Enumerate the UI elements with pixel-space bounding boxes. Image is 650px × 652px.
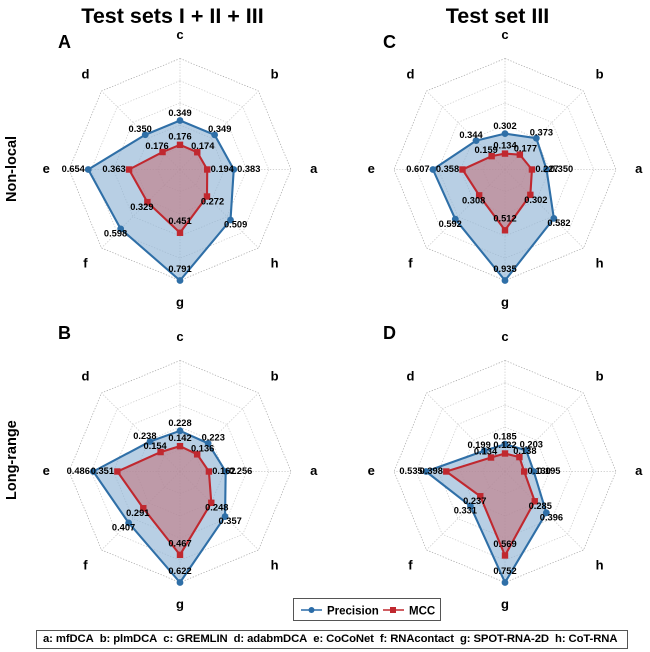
svg-text:h: h: [596, 256, 604, 271]
svg-text:e: e: [43, 161, 50, 176]
svg-text:0.451: 0.451: [168, 216, 191, 226]
svg-text:0.177: 0.177: [514, 144, 537, 154]
svg-text:0.350: 0.350: [129, 124, 152, 134]
svg-text:0.358: 0.358: [436, 164, 459, 174]
svg-text:0.291: 0.291: [126, 508, 149, 518]
svg-text:0.752: 0.752: [493, 566, 516, 576]
svg-text:0.130: 0.130: [528, 466, 551, 476]
svg-text:b: b: [596, 66, 604, 81]
svg-text:g: g: [501, 597, 509, 612]
svg-text:0.592: 0.592: [439, 219, 462, 229]
svg-text:0.396: 0.396: [540, 512, 563, 522]
svg-text:a: a: [310, 161, 318, 176]
svg-text:c: c: [501, 27, 508, 42]
svg-text:g: g: [501, 295, 509, 310]
svg-text:0.248: 0.248: [205, 503, 228, 513]
svg-text:f: f: [408, 256, 413, 271]
svg-text:0.622: 0.622: [168, 566, 191, 576]
svg-text:0.154: 0.154: [143, 441, 167, 451]
svg-text:h: h: [596, 558, 604, 573]
svg-text:d: d: [81, 368, 89, 383]
svg-text:0.142: 0.142: [168, 433, 191, 443]
svg-text:a: a: [635, 161, 643, 176]
svg-text:f: f: [83, 256, 88, 271]
svg-text:0.344: 0.344: [459, 130, 483, 140]
svg-text:0.302: 0.302: [493, 121, 516, 131]
svg-text:0.237: 0.237: [463, 496, 486, 506]
svg-text:c: c: [501, 329, 508, 344]
svg-text:0.509: 0.509: [224, 220, 247, 230]
svg-text:0.176: 0.176: [145, 141, 168, 151]
svg-text:b: b: [271, 368, 279, 383]
svg-text:g: g: [176, 295, 184, 310]
svg-text:0.272: 0.272: [201, 196, 224, 206]
svg-text:0.228: 0.228: [168, 418, 191, 428]
svg-text:0.136: 0.136: [191, 443, 214, 453]
svg-text:e: e: [368, 161, 375, 176]
svg-text:0.407: 0.407: [112, 522, 135, 532]
svg-text:0.598: 0.598: [104, 228, 127, 238]
svg-text:0.302: 0.302: [524, 195, 547, 205]
svg-text:0.329: 0.329: [130, 202, 153, 212]
svg-text:0.349: 0.349: [168, 108, 191, 118]
svg-text:0.607: 0.607: [406, 164, 429, 174]
svg-text:0.227: 0.227: [535, 164, 558, 174]
svg-text:0.349: 0.349: [208, 124, 231, 134]
svg-text:0.935: 0.935: [493, 264, 516, 274]
svg-text:0.159: 0.159: [475, 145, 498, 155]
svg-text:0.569: 0.569: [493, 539, 516, 549]
svg-text:e: e: [368, 463, 375, 478]
svg-text:0.791: 0.791: [168, 264, 191, 274]
svg-text:0.238: 0.238: [133, 431, 156, 441]
svg-text:d: d: [406, 66, 414, 81]
svg-text:0.383: 0.383: [237, 164, 260, 174]
svg-text:b: b: [596, 368, 604, 383]
svg-text:d: d: [406, 368, 414, 383]
svg-text:d: d: [81, 66, 89, 81]
svg-text:0.654: 0.654: [62, 164, 86, 174]
svg-text:0.331: 0.331: [454, 506, 477, 516]
svg-text:0.162: 0.162: [212, 466, 235, 476]
svg-text:g: g: [176, 597, 184, 612]
svg-text:0.467: 0.467: [168, 538, 191, 548]
svg-text:c: c: [176, 27, 183, 42]
svg-text:f: f: [408, 558, 413, 573]
svg-text:a: a: [310, 463, 318, 478]
svg-text:0.351: 0.351: [91, 466, 114, 476]
svg-text:0.134: 0.134: [474, 446, 498, 456]
svg-text:0.357: 0.357: [219, 516, 242, 526]
svg-text:0.398: 0.398: [420, 466, 443, 476]
svg-text:0.194: 0.194: [211, 164, 235, 174]
svg-text:0.223: 0.223: [202, 433, 225, 443]
svg-text:0.486: 0.486: [67, 466, 90, 476]
svg-text:a: a: [635, 463, 643, 478]
svg-text:0.363: 0.363: [102, 164, 125, 174]
svg-text:0.176: 0.176: [168, 131, 191, 141]
svg-text:MCC: MCC: [409, 606, 435, 618]
svg-text:Precision: Precision: [327, 606, 379, 618]
svg-text:0.174: 0.174: [191, 141, 215, 151]
svg-text:0.138: 0.138: [513, 446, 536, 456]
svg-text:0.308: 0.308: [462, 195, 485, 205]
svg-text:0.512: 0.512: [493, 214, 516, 224]
svg-text:0.373: 0.373: [530, 128, 553, 138]
svg-text:0.285: 0.285: [529, 501, 552, 511]
svg-text:h: h: [271, 558, 279, 573]
svg-text:e: e: [43, 463, 50, 478]
svg-text:b: b: [271, 66, 279, 81]
svg-text:0.582: 0.582: [547, 218, 570, 228]
svg-text:h: h: [271, 256, 279, 271]
svg-text:c: c: [176, 329, 183, 344]
svg-text:f: f: [83, 558, 88, 573]
